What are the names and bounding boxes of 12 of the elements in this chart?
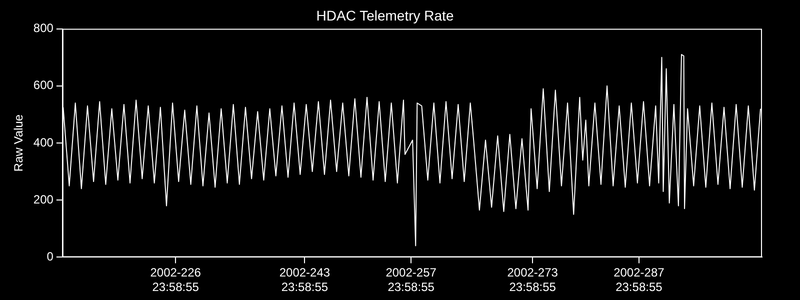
y-tick-label: 800 bbox=[33, 21, 54, 36]
y-tick-label: 400 bbox=[33, 135, 54, 150]
x-tick-label: 2002-257 23:58:55 bbox=[386, 266, 437, 294]
y-tick-label: 0 bbox=[46, 250, 54, 264]
y-tick-label: 200 bbox=[33, 192, 54, 206]
x-tick-label: 2002-273 23:58:55 bbox=[507, 266, 558, 294]
x-tick-label: 2002-243 23:58:55 bbox=[279, 266, 330, 294]
x-tick-label: 2002-287 23:58:55 bbox=[614, 266, 665, 294]
x-tick-label: 2002-226 23:58:55 bbox=[150, 266, 202, 294]
y-axis-title: Raw Value bbox=[12, 114, 26, 172]
chart-title: HDAC Telemetry Rate bbox=[316, 7, 454, 24]
y-tick-label: 600 bbox=[33, 78, 54, 92]
